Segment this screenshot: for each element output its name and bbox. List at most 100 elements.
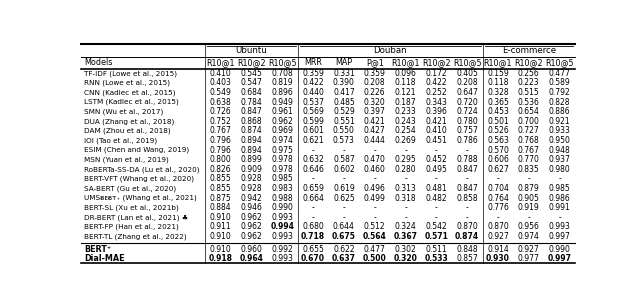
Text: 0.700: 0.700 [518, 117, 540, 126]
Text: Ubuntu: Ubuntu [236, 47, 268, 55]
Text: 0.320: 0.320 [394, 254, 417, 263]
Text: 0.792: 0.792 [548, 88, 570, 97]
Text: 0.533: 0.533 [424, 254, 448, 263]
Text: 0.096: 0.096 [395, 69, 417, 78]
Text: 0.909: 0.909 [241, 165, 262, 174]
Text: 0.977: 0.977 [518, 254, 540, 263]
Text: 0.948: 0.948 [548, 146, 570, 155]
Text: 0.313: 0.313 [395, 184, 417, 193]
Text: 0.894: 0.894 [241, 146, 262, 155]
Text: 0.921: 0.921 [548, 117, 570, 126]
Text: 0.993: 0.993 [271, 213, 293, 222]
Text: R10@5: R10@5 [268, 58, 296, 67]
Text: 0.704: 0.704 [487, 184, 509, 193]
Text: 0.226: 0.226 [364, 88, 385, 97]
Text: -: - [466, 146, 468, 155]
Text: -: - [466, 203, 468, 212]
Text: 0.647: 0.647 [456, 88, 478, 97]
Text: 0.978: 0.978 [271, 165, 293, 174]
Text: 0.359: 0.359 [302, 69, 324, 78]
Text: 0.974: 0.974 [518, 232, 540, 241]
Text: -: - [373, 146, 376, 155]
Text: Douban: Douban [373, 47, 407, 55]
Text: 0.788: 0.788 [456, 155, 478, 164]
Text: 0.964: 0.964 [239, 254, 264, 263]
Text: 0.680: 0.680 [302, 222, 324, 232]
Text: 0.962: 0.962 [241, 213, 262, 222]
Text: 0.403: 0.403 [210, 79, 232, 87]
Text: SA-BERT (Gu et al., 2020): SA-BERT (Gu et al., 2020) [84, 185, 176, 192]
Text: 0.542: 0.542 [426, 222, 447, 232]
Text: -: - [342, 146, 345, 155]
Text: 0.496: 0.496 [364, 184, 386, 193]
Text: 0.664: 0.664 [302, 194, 324, 203]
Text: 0.910: 0.910 [210, 245, 232, 253]
Text: 0.118: 0.118 [395, 79, 416, 87]
Text: 0.187: 0.187 [395, 98, 417, 107]
Text: 0.927: 0.927 [487, 232, 509, 241]
Text: IOI (Tao et al., 2019): IOI (Tao et al., 2019) [84, 137, 157, 144]
Text: 0.991: 0.991 [548, 203, 570, 212]
Text: 0.396: 0.396 [426, 107, 447, 116]
Text: 0.894: 0.894 [241, 136, 262, 145]
Text: SMN (Wu et al., 2017): SMN (Wu et al., 2017) [84, 108, 163, 115]
Text: 0.256: 0.256 [518, 69, 540, 78]
Text: 0.515: 0.515 [518, 88, 540, 97]
Text: 0.983: 0.983 [271, 184, 293, 193]
Text: -: - [373, 203, 376, 212]
Text: 0.632: 0.632 [302, 155, 324, 164]
Text: 0.417: 0.417 [333, 88, 355, 97]
Text: R10@1: R10@1 [391, 58, 420, 67]
Text: 0.720: 0.720 [456, 98, 478, 107]
Text: 0.930: 0.930 [486, 254, 510, 263]
Text: 0.708: 0.708 [271, 69, 293, 78]
Text: 0.770: 0.770 [518, 155, 540, 164]
Text: 0.726: 0.726 [210, 107, 232, 116]
Text: 0.757: 0.757 [456, 127, 478, 136]
Text: 0.599: 0.599 [302, 117, 324, 126]
Text: 0.796: 0.796 [210, 136, 232, 145]
Text: 0.477: 0.477 [364, 245, 386, 253]
Text: 0.606: 0.606 [487, 155, 509, 164]
Text: -: - [558, 213, 561, 222]
Text: R10@2: R10@2 [515, 58, 543, 67]
Text: 0.879: 0.879 [518, 184, 540, 193]
Text: 0.784: 0.784 [241, 98, 262, 107]
Text: 0.933: 0.933 [548, 127, 570, 136]
Text: MSN (Yuan et al., 2019): MSN (Yuan et al., 2019) [84, 156, 169, 163]
Text: 0.410: 0.410 [210, 69, 232, 78]
Text: 0.962: 0.962 [241, 232, 262, 241]
Text: 0.587: 0.587 [333, 155, 355, 164]
Text: R10@2: R10@2 [237, 58, 266, 67]
Text: Models: Models [84, 58, 113, 67]
Text: 0.961: 0.961 [271, 107, 293, 116]
Text: 0.564: 0.564 [363, 232, 387, 241]
Text: 0.975: 0.975 [271, 146, 293, 155]
Text: 0.280: 0.280 [395, 165, 417, 174]
Text: 0.320: 0.320 [364, 98, 385, 107]
Text: BERT-SL (Xu et al., 2021b): BERT-SL (Xu et al., 2021b) [84, 205, 179, 211]
Text: 0.427: 0.427 [364, 127, 385, 136]
Text: 0.847: 0.847 [456, 184, 478, 193]
Text: -: - [527, 174, 530, 184]
Text: 0.549: 0.549 [210, 88, 232, 97]
Text: 0.675: 0.675 [332, 232, 356, 241]
Text: 0.573: 0.573 [333, 136, 355, 145]
Text: 0.589: 0.589 [548, 79, 570, 87]
Text: 0.858: 0.858 [456, 194, 478, 203]
Text: 0.470: 0.470 [364, 155, 386, 164]
Text: ESIM (Chen and Wang, 2019): ESIM (Chen and Wang, 2019) [84, 147, 189, 153]
Text: 0.764: 0.764 [487, 194, 509, 203]
Text: -: - [404, 203, 407, 212]
Text: -: - [435, 146, 438, 155]
Text: 0.994: 0.994 [270, 222, 294, 232]
Text: R10@5: R10@5 [545, 58, 574, 67]
Text: 0.359: 0.359 [364, 69, 386, 78]
Text: 0.911: 0.911 [210, 222, 232, 232]
Text: 0.960: 0.960 [241, 245, 262, 253]
Text: BERT-VFT (Whang et al., 2020): BERT-VFT (Whang et al., 2020) [84, 176, 194, 182]
Text: 0.121: 0.121 [395, 88, 416, 97]
Text: 0.367: 0.367 [394, 232, 417, 241]
Text: 0.365: 0.365 [487, 98, 509, 107]
Text: 0.208: 0.208 [456, 79, 478, 87]
